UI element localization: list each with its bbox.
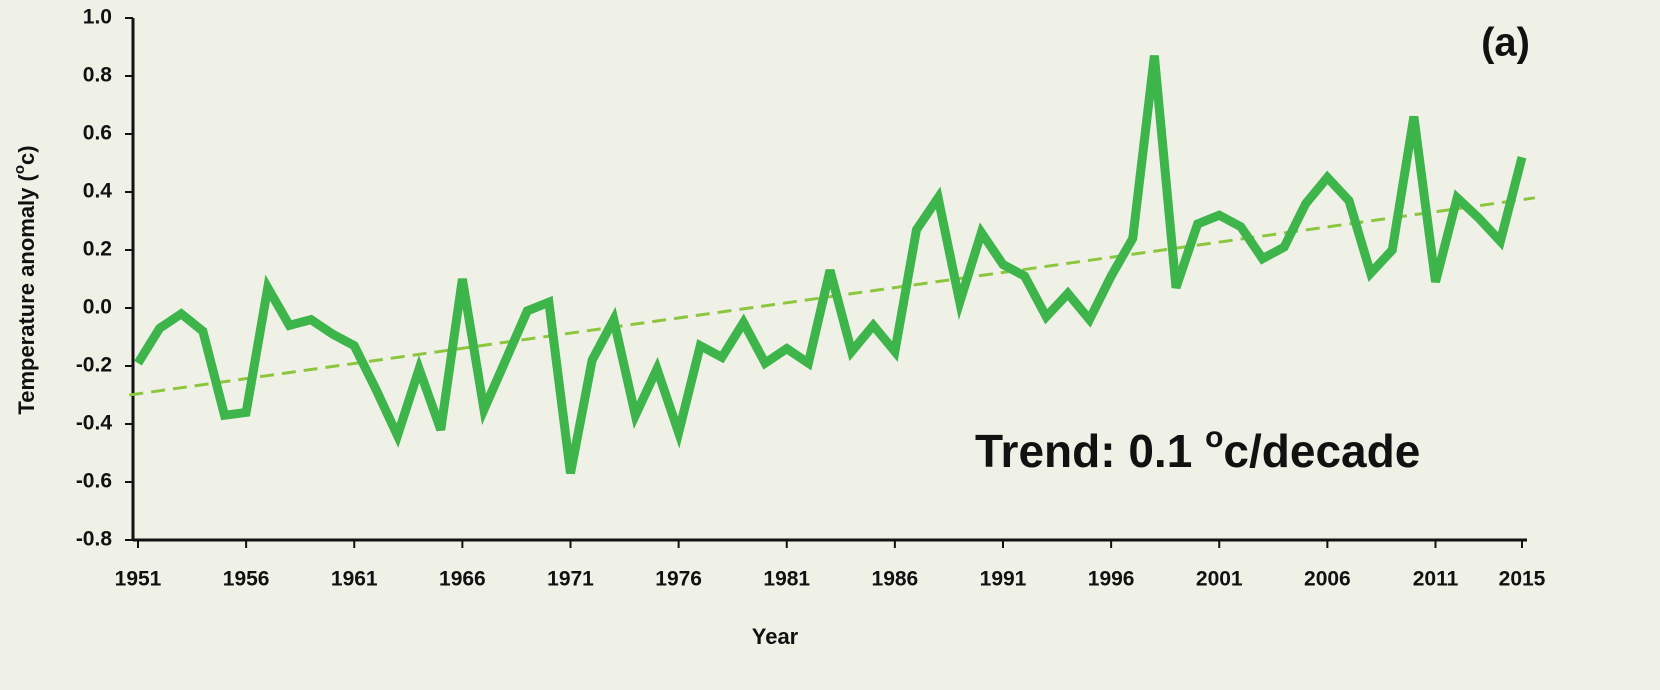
y-label-sup: o <box>11 165 28 174</box>
x-axis-label: Year <box>752 624 799 649</box>
y-tick-label: -0.2 <box>76 354 112 377</box>
annotation-text: Trend: 0.1 <box>975 425 1205 477</box>
trend-annotation: Trend: 0.1 oc/decade <box>975 421 1420 477</box>
y-tick-label: 1.0 <box>83 6 112 29</box>
x-tick-label: 1986 <box>872 568 919 591</box>
annotation-sup: o <box>1205 421 1223 454</box>
y-tick-label: 0.0 <box>83 296 112 319</box>
x-tick-label: 1976 <box>655 568 702 591</box>
y-tick-label: -0.8 <box>76 528 113 551</box>
x-tick-label: 1996 <box>1088 568 1135 591</box>
x-tick-label: 2001 <box>1196 568 1243 591</box>
y-axis-label: Temperature anomaly (oc) <box>11 145 39 414</box>
x-tick-label: 1961 <box>331 568 378 591</box>
x-tick-label: 1971 <box>547 568 594 591</box>
x-tick-label: 1991 <box>980 568 1027 591</box>
x-tick-label: 1966 <box>439 568 486 591</box>
y-tick-label: 0.4 <box>83 180 113 203</box>
y-tick-label: -0.4 <box>76 412 113 435</box>
x-tick-label: 1956 <box>223 568 270 591</box>
trend-line <box>129 196 1536 397</box>
panel-label: (a) <box>1481 21 1530 65</box>
x-tick-label: 1981 <box>763 568 810 591</box>
x-tick-label: 2015 <box>1499 568 1546 591</box>
x-tick-label: 1951 <box>115 568 162 591</box>
y-tick-label: 0.8 <box>83 64 113 87</box>
y-label-after: c) <box>14 145 39 165</box>
y-tick-label: 0.2 <box>83 238 112 261</box>
y-tick-label: 0.6 <box>83 122 112 145</box>
annotation-after: c/decade <box>1223 425 1420 477</box>
x-tick-label: 2006 <box>1304 568 1351 591</box>
data-line <box>134 55 1527 475</box>
x-tick-label: 2011 <box>1413 568 1459 591</box>
y-label-text: Temperature anomaly ( <box>14 173 39 414</box>
y-tick-label: -0.6 <box>76 470 112 493</box>
